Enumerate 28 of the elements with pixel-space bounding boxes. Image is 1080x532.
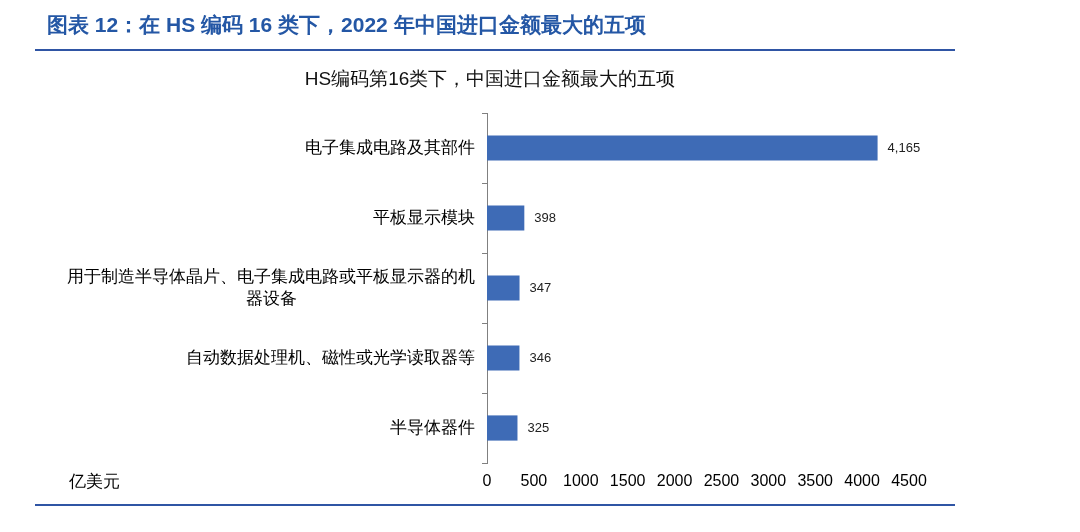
bar [487,345,520,371]
y-tick-label: 平板显示模块 [373,207,475,227]
x-axis-title: 亿美元 [68,471,120,491]
x-tick-label: 500 [520,472,548,490]
chart-subtitle: HS编码第16类下，中国进口金额最大的五项 [303,67,677,91]
data-label: 347 [529,279,552,295]
y-tick-label: 自动数据处理机、磁性或光学读取器等 [186,347,475,367]
data-label: 4,165 [887,139,921,155]
x-tick-label: 1500 [609,472,646,490]
data-label: 346 [529,349,552,365]
data-label: 325 [527,419,550,435]
chart-title: 图表 12：在 HS 编码 16 类下，2022 年中国进口金额最大的五项 [47,12,646,38]
x-tick-label: 3000 [750,472,787,490]
x-tick-label: 2000 [656,472,693,490]
bar [487,275,520,301]
y-tick-label: 电子集成电路及其部件 [305,137,475,157]
x-tick-label: 4000 [844,472,881,490]
x-tick-label: 0 [482,472,492,490]
x-tick-label: 4500 [891,472,927,490]
y-tick-label: 半导体器件 [390,417,475,437]
bar [487,135,878,161]
y-tick-label: 用于制造半导体晶片、电子集成电路或平板显示器的机器设备 [67,266,475,308]
data-label: 398 [534,209,557,225]
bar [487,415,518,441]
x-tick-label: 2500 [703,472,740,490]
x-tick-label: 3500 [797,472,834,490]
x-tick-label: 1000 [562,472,599,490]
bar [487,205,525,231]
